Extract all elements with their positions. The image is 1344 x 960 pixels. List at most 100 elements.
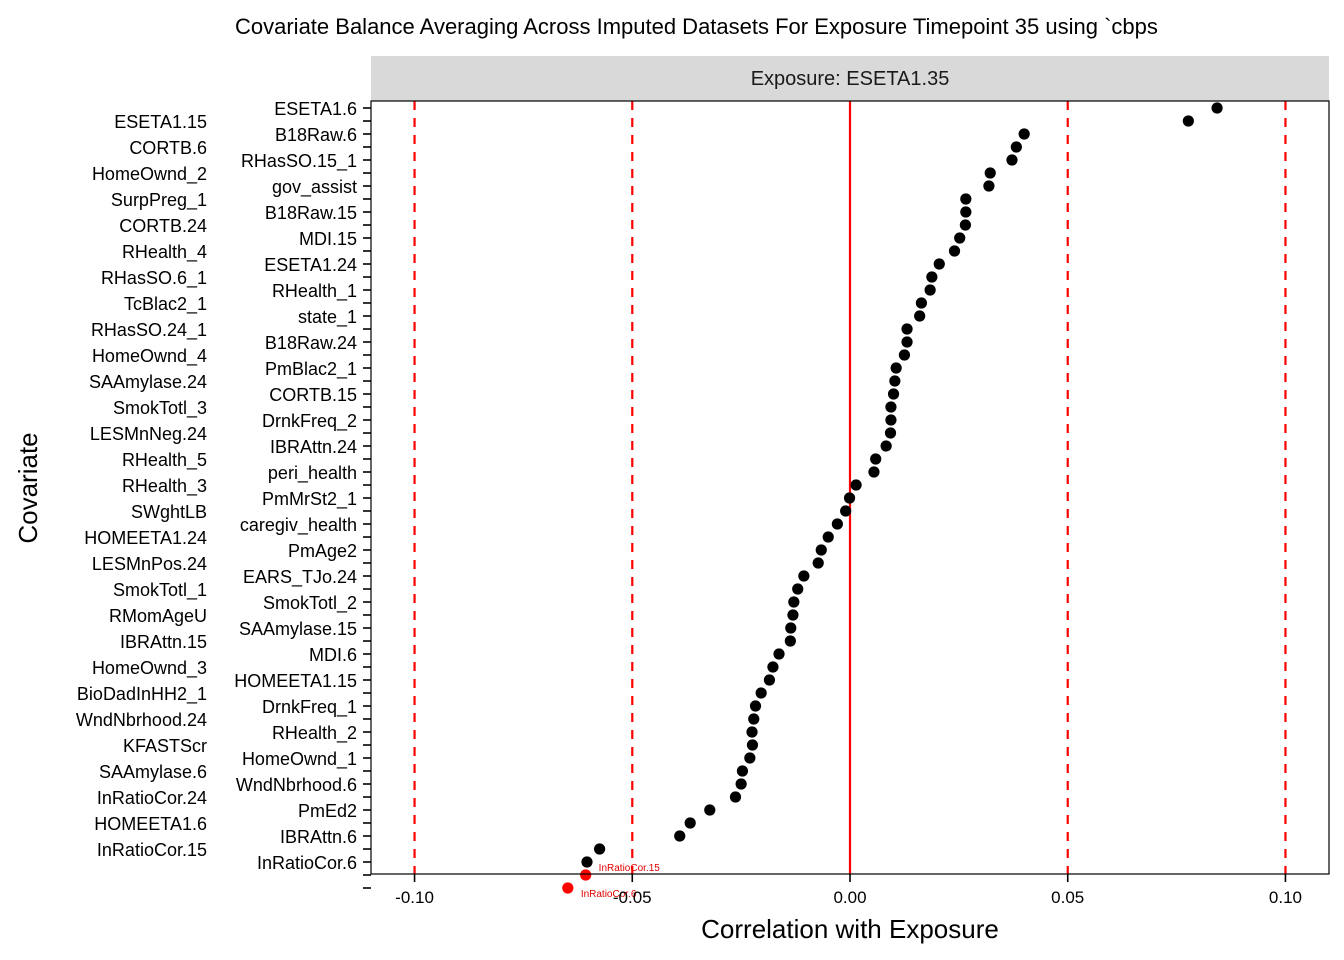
y-label-outer: SWghtLB — [131, 502, 207, 522]
data-point — [959, 219, 971, 231]
y-label-outer: HOMEETA1.24 — [84, 528, 207, 548]
data-point — [594, 843, 606, 855]
data-point — [914, 310, 926, 322]
y-label-outer: SurpPreg_1 — [111, 190, 207, 211]
data-point — [1211, 102, 1223, 114]
data-point — [746, 726, 758, 738]
y-label-inner: InRatioCor.6 — [257, 853, 357, 873]
data-point — [729, 791, 742, 803]
chart-title: Covariate Balance Averaging Across Imput… — [235, 14, 1158, 39]
data-point — [581, 856, 593, 868]
y-label-inner: EARS_TJo.24 — [243, 567, 357, 588]
y-label-outer: LESMnNeg.24 — [90, 424, 207, 444]
data-point — [890, 362, 902, 374]
data-point — [755, 687, 767, 699]
y-label-inner: HomeOwnd_1 — [242, 749, 357, 770]
data-point — [1018, 128, 1030, 140]
y-label-outer: InRatioCor.15 — [97, 840, 207, 860]
y-label-outer: HOMEETA1.6 — [94, 814, 207, 834]
data-point — [983, 180, 995, 192]
data-point — [812, 557, 824, 569]
data-point — [744, 752, 756, 764]
highlight-label: InRatioCor.15 — [599, 863, 661, 874]
data-point — [749, 700, 762, 712]
y-label-outer: SmokTotl_1 — [113, 580, 207, 601]
y-label-inner: CORTB.15 — [269, 385, 357, 405]
data-point — [885, 401, 897, 413]
data-point — [736, 765, 749, 777]
y-label-inner: caregiv_health — [240, 515, 357, 536]
y-label-outer: SAAmylase.24 — [89, 372, 207, 392]
y-axis-labels: ESETA1.6 B18Raw.6 RHasSO.15_1 gov_assist B18… — [76, 99, 357, 873]
data-point — [785, 622, 797, 634]
data-point — [843, 492, 856, 504]
y-label-outer: BioDadInHH2_1 — [77, 684, 207, 705]
y-label-inner: RHealth_1 — [272, 281, 357, 302]
data-point — [767, 661, 779, 673]
y-label-outer: RHealth_5 — [122, 450, 207, 471]
data-point — [831, 518, 843, 530]
data-point — [773, 648, 785, 660]
data-point — [885, 414, 897, 426]
y-label-inner: ESETA1.6 — [274, 99, 357, 119]
data-point — [763, 674, 776, 686]
y-label-outer: RHealth_4 — [122, 242, 207, 263]
x-tick-label: 0.05 — [1051, 888, 1084, 907]
data-point — [704, 804, 716, 816]
data-point — [884, 427, 897, 439]
data-point — [792, 583, 804, 595]
y-label-outer: TcBlac2_1 — [124, 294, 207, 315]
y-label-inner: gov_assist — [272, 177, 357, 198]
data-point — [840, 505, 852, 517]
x-tick-label: -0.10 — [395, 888, 434, 907]
data-point — [870, 453, 882, 465]
data-point — [1010, 141, 1022, 153]
panel-strip-label: Exposure: ESETA1.35 — [751, 68, 950, 90]
y-label-outer: RHasSO.6_1 — [101, 268, 207, 289]
y-label-inner: ESETA1.24 — [264, 255, 357, 275]
x-tick-label: 0.10 — [1269, 888, 1302, 907]
y-label-inner: PmEd2 — [298, 801, 357, 821]
data-point — [887, 388, 900, 400]
data-point — [788, 596, 800, 608]
y-label-inner: state_1 — [298, 307, 357, 328]
y-label-inner: DrnkFreq_2 — [262, 411, 357, 432]
y-label-inner: MDI.6 — [309, 645, 357, 665]
y-label-outer: HomeOwnd_3 — [92, 658, 207, 679]
y-axis-title: Covariate — [13, 432, 43, 543]
data-point — [926, 271, 938, 283]
x-axis-title: Correlation with Exposure — [701, 914, 999, 944]
data-point — [889, 375, 901, 387]
data-point — [1006, 154, 1018, 166]
y-label-inner: B18Raw.24 — [265, 333, 357, 353]
y-label-outer: LESMnPos.24 — [92, 554, 207, 574]
y-label-outer: WndNbrhood.24 — [76, 710, 207, 730]
highlighted-point — [562, 882, 574, 894]
x-tick-label: -0.05 — [613, 888, 652, 907]
reference-lines — [413, 101, 1287, 874]
y-label-inner: IBRAttn.6 — [280, 827, 357, 847]
data-point — [748, 713, 760, 725]
data-point — [1182, 115, 1194, 127]
y-label-outer: KFASTScr — [123, 736, 207, 756]
data-point — [898, 349, 911, 361]
y-label-outer: IBRAttn.15 — [120, 632, 207, 652]
y-label-outer: HomeOwnd_4 — [92, 346, 207, 367]
data-point — [901, 336, 913, 348]
y-label-inner: HOMEETA1.15 — [234, 671, 357, 691]
y-label-inner: B18Raw.6 — [275, 125, 357, 145]
y-label-outer: CORTB.6 — [129, 138, 207, 158]
y-label-inner: SmokTotl_2 — [263, 593, 357, 614]
data-point — [746, 739, 759, 751]
y-label-outer: SAAmylase.6 — [99, 762, 207, 782]
data-point — [868, 466, 880, 478]
data-point — [798, 570, 810, 582]
y-axis-ticks — [363, 107, 371, 889]
y-label-inner: PmMrSt2_1 — [262, 489, 357, 510]
y-label-inner: B18Raw.15 — [265, 203, 357, 223]
y-label-inner: SAAmylase.15 — [239, 619, 357, 639]
data-point — [984, 167, 996, 179]
data-point — [924, 284, 936, 296]
y-label-inner: IBRAttn.24 — [270, 437, 357, 457]
